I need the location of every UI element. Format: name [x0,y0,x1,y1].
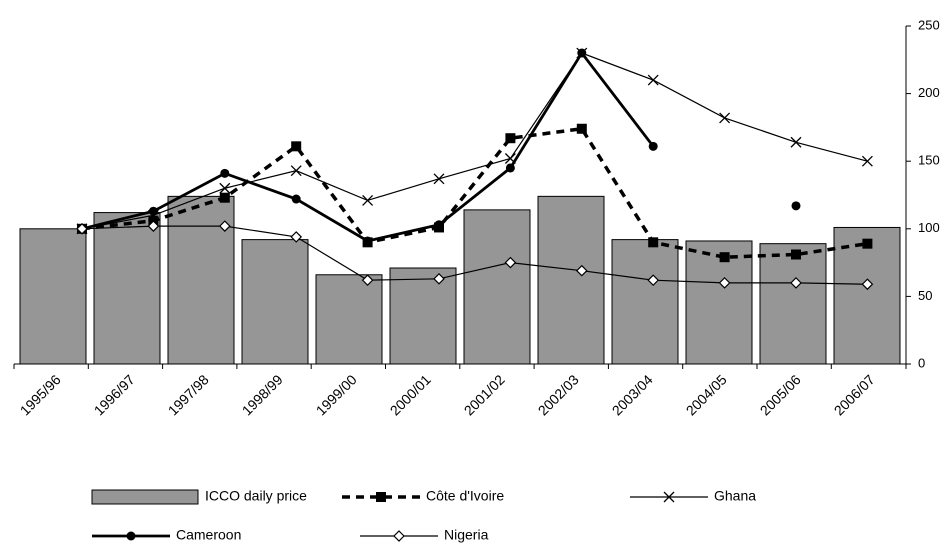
marker [663,491,675,503]
marker [148,206,158,216]
bar [241,239,309,365]
marker [648,237,659,248]
bar [93,212,161,365]
legend-swatch [91,489,199,505]
y-tick-label: 100 [918,220,940,235]
y-tick-label: 200 [918,85,940,100]
marker [791,201,801,211]
x-tick-label: 2001/02 [461,371,508,418]
x-tick-label: 1997/98 [165,371,212,418]
y-tick-label: 250 [918,17,940,32]
marker [363,236,373,246]
x-tick-label: 2002/03 [535,371,582,418]
bar [537,195,605,365]
x-tick-label: 2004/05 [683,371,730,418]
marker [861,155,873,167]
x-tick-label: 2006/07 [831,371,878,418]
marker [290,165,302,177]
marker [576,123,587,134]
bar [389,267,457,365]
marker [505,133,516,144]
x-tick-label: 1999/00 [313,371,360,418]
marker [575,264,588,277]
legend-label: Cameroon [176,527,241,543]
marker [790,136,802,148]
legend-label: Côte d'Ivoire [426,488,504,504]
x-tick-label: 2005/06 [757,371,804,418]
bar [19,228,87,365]
legend-label: Nigeria [444,527,489,543]
marker [861,278,874,291]
marker [126,531,136,541]
marker [220,168,230,178]
marker [647,274,660,287]
legend-label: Ghana [714,488,756,504]
marker [434,220,444,230]
y-tick-label: 150 [918,153,940,168]
marker [504,256,517,269]
legend-label: ICCO daily price [205,488,307,504]
marker [290,231,303,243]
marker [719,112,731,124]
x-tick-label: 2000/01 [387,371,434,418]
bar [833,226,901,365]
marker [376,492,386,502]
marker [362,194,374,206]
x-tick-label: 1998/99 [239,371,286,418]
marker [147,220,160,232]
marker [647,74,659,86]
marker [505,163,515,173]
marker [219,192,230,203]
x-tick-label: 1996/97 [91,371,138,418]
marker [76,222,88,235]
marker [433,272,445,285]
marker [862,238,873,249]
marker [648,141,658,151]
bar [611,239,679,365]
x-tick-label: 1995/96 [17,371,64,418]
series-line [81,52,868,230]
marker [393,530,405,542]
marker [504,153,516,164]
marker [433,173,445,185]
y-tick-label: 0 [918,355,925,370]
bar [759,243,827,365]
marker [218,220,231,232]
marker [790,277,802,289]
marker [719,252,730,263]
bar [463,209,531,365]
series-line [81,225,868,285]
bar [315,274,383,365]
marker [361,274,374,287]
marker [219,182,231,194]
marker [718,277,731,289]
marker [577,48,587,58]
marker [291,141,302,152]
bar [685,240,753,365]
marker [791,249,801,260]
marker [291,194,301,204]
x-tick-label: 2003/04 [609,371,656,418]
series-line [81,126,868,259]
y-tick-label: 50 [918,288,932,303]
